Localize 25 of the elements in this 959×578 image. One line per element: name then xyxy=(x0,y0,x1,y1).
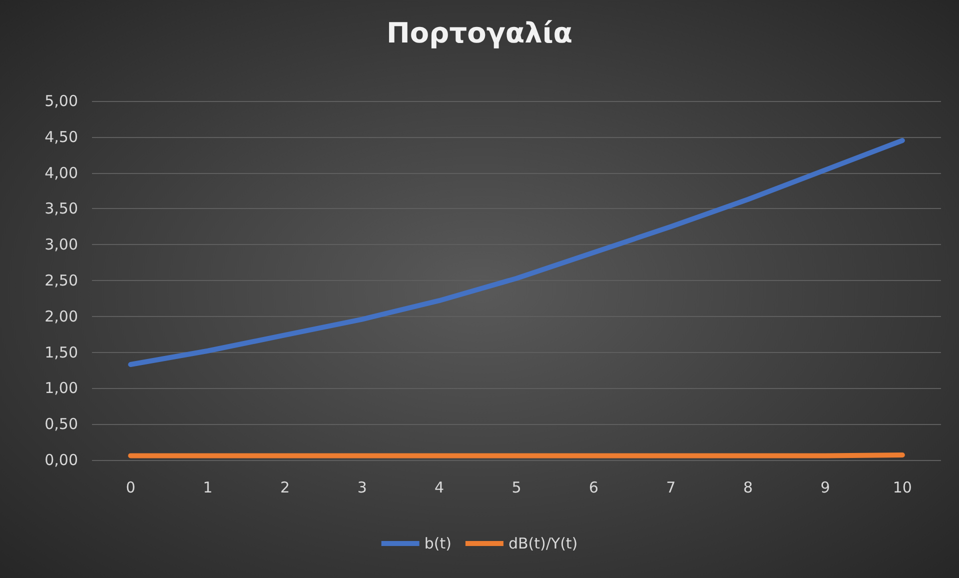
legend-label: dB(t)/Y(t) xyxy=(508,534,578,552)
x-tick-label: 1 xyxy=(203,478,213,496)
y-tick-label: 1,50 xyxy=(44,343,78,362)
y-tick-label: 5,00 xyxy=(44,92,78,110)
y-tick-label: 3,50 xyxy=(44,200,78,218)
x-tick-label: 5 xyxy=(512,478,522,496)
y-tick-label: 2,50 xyxy=(44,272,78,290)
y-tick-label: 2,00 xyxy=(44,307,78,326)
y-tick-label: 1,00 xyxy=(44,379,78,398)
y-tick-label: 0,50 xyxy=(44,415,78,434)
y-tick-label: 3,00 xyxy=(44,236,78,254)
y-tick-label: 4,00 xyxy=(44,164,78,182)
x-tick-label: 0 xyxy=(126,478,136,496)
x-tick-label: 4 xyxy=(434,478,444,496)
legend-label: b(t) xyxy=(424,534,452,552)
x-tick-label: 6 xyxy=(588,478,598,496)
x-tick-label: 10 xyxy=(892,478,912,496)
x-tick-label: 9 xyxy=(820,478,830,496)
y-tick-label: 4,50 xyxy=(44,128,78,146)
x-tick-label: 8 xyxy=(743,478,753,496)
x-tick-label: 2 xyxy=(280,478,290,496)
y-tick-label: 0,00 xyxy=(44,451,78,469)
x-tick-label: 7 xyxy=(666,478,676,496)
x-tick-label: 3 xyxy=(357,478,367,496)
chart-title: Πορτογαλία xyxy=(386,16,572,50)
